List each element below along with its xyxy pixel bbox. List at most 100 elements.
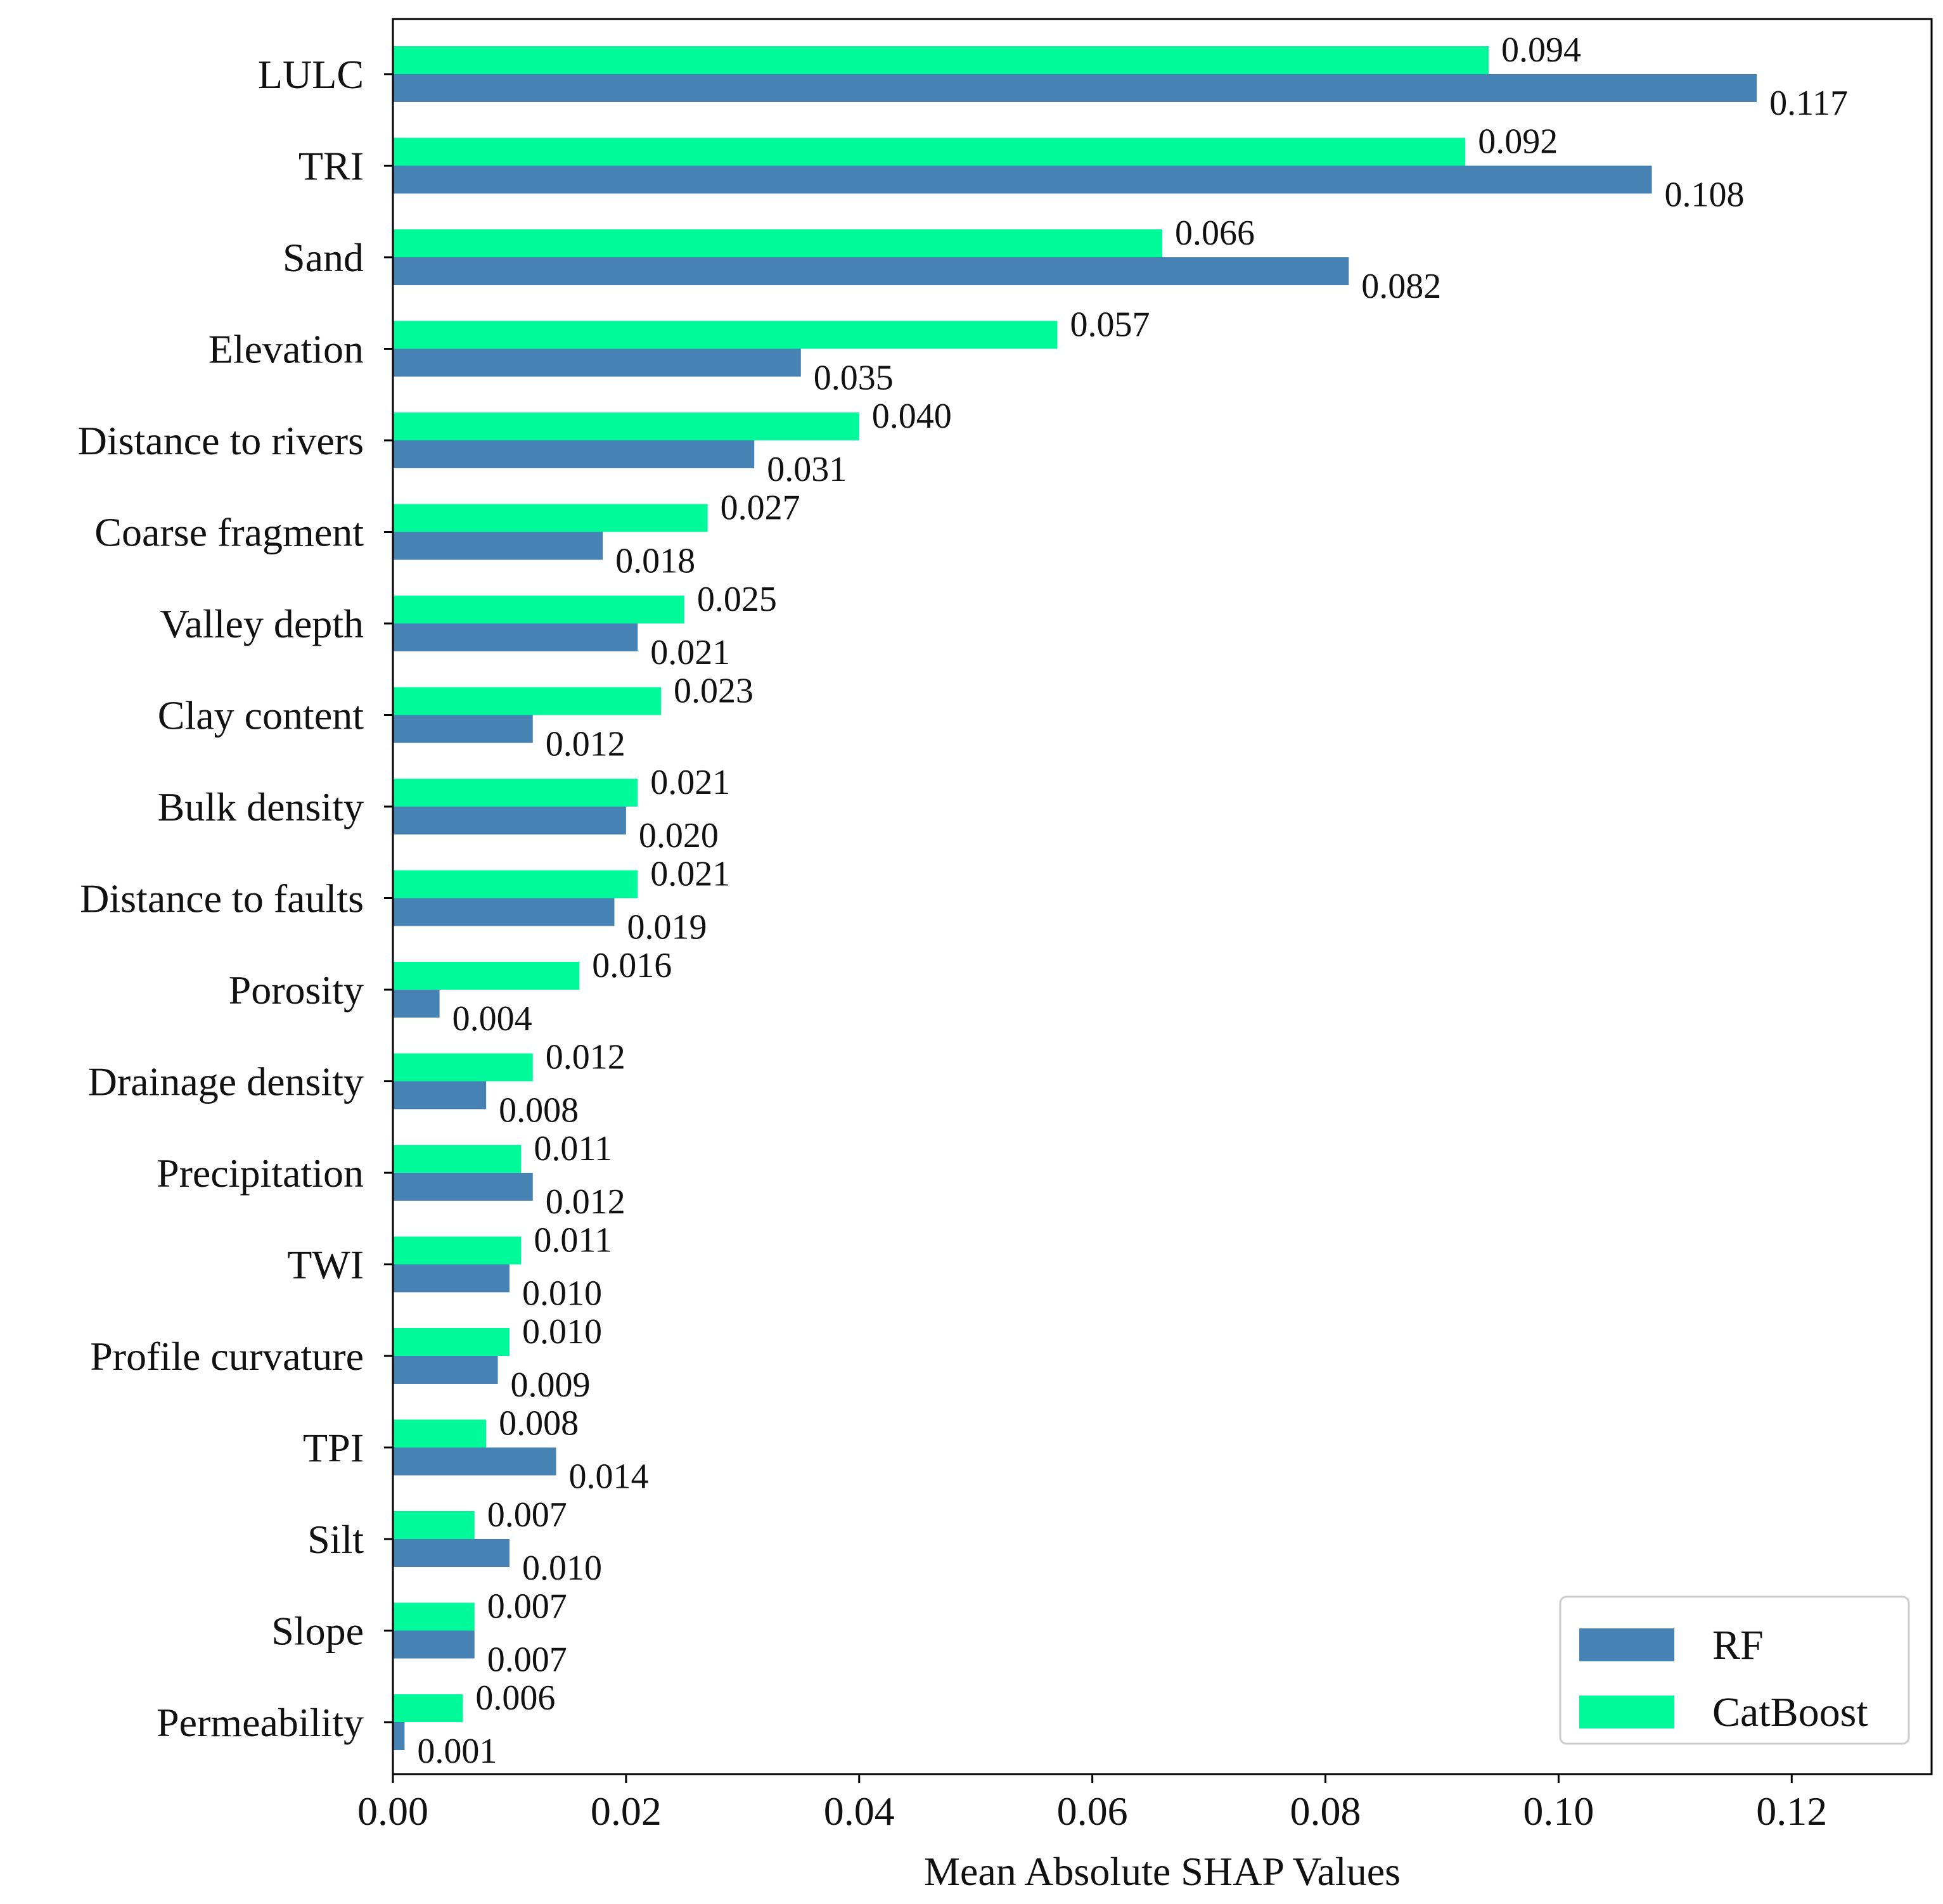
bar-rf-twi xyxy=(393,1264,510,1293)
y-tick-label-elevation: Elevation xyxy=(208,327,364,372)
value-label-catboost-tpi: 0.008 xyxy=(499,1404,579,1443)
bar-catboost-silt xyxy=(393,1511,475,1539)
value-label-catboost-distance-to-rivers: 0.040 xyxy=(872,397,952,436)
bar-catboost-tpi xyxy=(393,1419,487,1448)
value-label-catboost-bulk-density: 0.021 xyxy=(650,763,730,802)
bar-catboost-precipitation xyxy=(393,1145,522,1173)
bar-catboost-coarse-fragment xyxy=(393,504,708,532)
bar-rf-drainage-density xyxy=(393,1081,487,1109)
bar-catboost-tri xyxy=(393,137,1466,166)
bar-rf-clay-content xyxy=(393,715,533,743)
bar-rf-precipitation xyxy=(393,1173,533,1201)
bar-catboost-distance-to-faults xyxy=(393,870,638,898)
value-label-rf-lulc: 0.117 xyxy=(1769,84,1848,123)
bar-catboost-lulc xyxy=(393,46,1489,74)
bar-rf-porosity xyxy=(393,990,440,1018)
y-tick-label-porosity: Porosity xyxy=(229,968,364,1013)
x-tick-label: 0.12 xyxy=(1756,1789,1827,1834)
x-tick-label: 0.10 xyxy=(1523,1789,1594,1834)
bar-rf-permeability xyxy=(393,1722,405,1750)
value-label-catboost-profile-curvature: 0.010 xyxy=(522,1312,602,1351)
bar-rf-tri xyxy=(393,165,1652,194)
y-tick-label-distance-to-faults: Distance to faults xyxy=(80,876,364,921)
value-label-rf-slope: 0.007 xyxy=(487,1640,567,1680)
y-tick-label-distance-to-rivers: Distance to rivers xyxy=(78,418,364,463)
y-tick-label-sand: Sand xyxy=(283,235,364,280)
value-label-catboost-permeability: 0.006 xyxy=(475,1678,555,1718)
value-label-catboost-tri: 0.092 xyxy=(1478,122,1558,162)
bar-catboost-slope xyxy=(393,1602,475,1631)
value-label-rf-profile-curvature: 0.009 xyxy=(511,1365,591,1405)
legend-swatch-rf xyxy=(1579,1628,1674,1661)
y-tick-label-coarse-fragment: Coarse fragment xyxy=(94,510,364,555)
value-label-catboost-lulc: 0.094 xyxy=(1501,30,1581,70)
value-label-rf-valley-depth: 0.021 xyxy=(650,633,730,672)
value-label-catboost-distance-to-faults: 0.021 xyxy=(650,855,730,894)
value-label-rf-precipitation: 0.012 xyxy=(546,1182,625,1222)
value-label-catboost-valley-depth: 0.025 xyxy=(697,580,777,619)
bar-catboost-drainage-density xyxy=(393,1053,533,1082)
x-tick-label: 0.08 xyxy=(1290,1789,1361,1834)
legend-swatch-catboost xyxy=(1579,1696,1674,1728)
value-label-rf-porosity: 0.004 xyxy=(452,999,532,1038)
bar-rf-tpi xyxy=(393,1447,556,1476)
value-label-catboost-drainage-density: 0.012 xyxy=(546,1038,625,1077)
bar-catboost-twi xyxy=(393,1236,522,1265)
bar-rf-bulk-density xyxy=(393,807,626,834)
bar-rf-profile-curvature xyxy=(393,1356,498,1384)
bar-catboost-permeability xyxy=(393,1694,463,1722)
value-label-catboost-coarse-fragment: 0.027 xyxy=(721,489,800,528)
bar-rf-valley-depth xyxy=(393,623,638,651)
y-tick-label-bulk-density: Bulk density xyxy=(158,784,364,829)
value-label-catboost-twi: 0.011 xyxy=(534,1221,612,1260)
value-label-rf-sand: 0.082 xyxy=(1361,267,1441,306)
value-label-rf-distance-to-rivers: 0.031 xyxy=(767,450,847,489)
labels-layer: 0.094 0.117 0.092 0.108 0.066 0.082 0.057 0.035… xyxy=(417,30,1848,1771)
x-tick-label: 0.06 xyxy=(1057,1789,1128,1834)
plot-frame xyxy=(392,18,1933,1775)
bar-catboost-valley-depth xyxy=(393,596,684,623)
bar-rf-slope xyxy=(393,1630,475,1659)
bar-catboost-profile-curvature xyxy=(393,1328,510,1356)
legend: RF CatBoost xyxy=(1559,1595,1910,1745)
y-tick-label-slope: Slope xyxy=(271,1609,364,1654)
value-label-catboost-elevation: 0.057 xyxy=(1070,305,1150,345)
legend-label-rf: RF xyxy=(1712,1622,1764,1668)
bar-rf-silt xyxy=(393,1539,510,1567)
value-label-catboost-precipitation: 0.011 xyxy=(534,1129,612,1168)
y-tick-label-profile-curvature: Profile curvature xyxy=(90,1334,364,1379)
value-label-catboost-silt: 0.007 xyxy=(487,1495,567,1535)
value-label-rf-elevation: 0.035 xyxy=(814,359,894,398)
y-tick-label-precipitation: Precipitation xyxy=(157,1151,364,1196)
value-label-rf-bulk-density: 0.020 xyxy=(639,816,719,855)
value-label-catboost-clay-content: 0.023 xyxy=(674,672,753,711)
y-tick-label-permeability: Permeability xyxy=(157,1700,364,1745)
value-label-rf-clay-content: 0.012 xyxy=(546,725,625,764)
bar-rf-distance-to-faults xyxy=(393,898,615,926)
y-tick-label-drainage-density: Drainage density xyxy=(88,1059,364,1104)
legend-label-catboost: CatBoost xyxy=(1712,1689,1868,1735)
value-label-catboost-porosity: 0.016 xyxy=(592,946,672,985)
bar-catboost-bulk-density xyxy=(393,779,638,807)
bar-catboost-distance-to-rivers xyxy=(393,412,859,440)
bar-catboost-sand xyxy=(393,229,1162,257)
value-label-rf-tri: 0.108 xyxy=(1665,176,1745,215)
value-label-catboost-slope: 0.007 xyxy=(487,1587,567,1626)
y-tick-label-valley-depth: Valley depth xyxy=(160,601,364,646)
bar-rf-elevation xyxy=(393,348,801,377)
y-tick-label-tpi: TPI xyxy=(303,1426,364,1471)
x-tick-label: 0.02 xyxy=(591,1789,662,1834)
value-label-rf-permeability: 0.001 xyxy=(417,1732,497,1771)
bar-catboost-elevation xyxy=(393,321,1058,349)
y-tick-label-clay-content: Clay content xyxy=(158,693,364,738)
bars-layer xyxy=(393,46,1757,1750)
bar-catboost-clay-content xyxy=(393,687,662,715)
y-tick-label-twi: TWI xyxy=(287,1243,364,1287)
value-label-rf-silt: 0.010 xyxy=(522,1549,602,1588)
x-tick-label: 0.00 xyxy=(357,1789,428,1834)
value-label-rf-distance-to-faults: 0.019 xyxy=(627,908,707,947)
value-label-catboost-sand: 0.066 xyxy=(1175,214,1255,253)
x-axis-title: Mean Absolute SHAP Values xyxy=(924,1849,1401,1894)
